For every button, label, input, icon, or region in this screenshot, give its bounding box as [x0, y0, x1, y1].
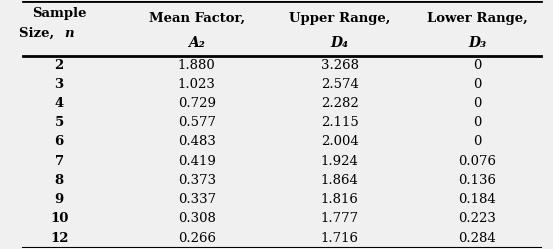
Text: 0.136: 0.136 [458, 174, 497, 187]
Text: 1.023: 1.023 [178, 78, 216, 91]
Text: 0.419: 0.419 [178, 155, 216, 168]
Text: 1.924: 1.924 [321, 155, 359, 168]
Text: 1.716: 1.716 [321, 232, 359, 245]
Text: A₂: A₂ [188, 36, 205, 50]
Text: 3: 3 [55, 78, 64, 91]
Text: 0: 0 [473, 116, 482, 129]
Text: 2.004: 2.004 [321, 135, 359, 148]
Text: 6: 6 [55, 135, 64, 148]
Text: Sample: Sample [32, 7, 86, 20]
Text: 4: 4 [55, 97, 64, 110]
Text: 2: 2 [55, 59, 64, 72]
Text: 0.729: 0.729 [178, 97, 216, 110]
Text: 0.223: 0.223 [458, 212, 496, 225]
Text: n: n [65, 27, 74, 40]
Text: Mean Factor,: Mean Factor, [149, 12, 245, 25]
Text: 10: 10 [50, 212, 69, 225]
Text: 3.268: 3.268 [321, 59, 359, 72]
Text: 0.284: 0.284 [458, 232, 496, 245]
Text: 0: 0 [473, 135, 482, 148]
Text: 0.483: 0.483 [178, 135, 216, 148]
Text: 12: 12 [50, 232, 69, 245]
Text: 0.266: 0.266 [178, 232, 216, 245]
Text: 2.574: 2.574 [321, 78, 359, 91]
Text: 0.337: 0.337 [178, 193, 216, 206]
Text: 0: 0 [473, 78, 482, 91]
Text: 0.308: 0.308 [178, 212, 216, 225]
Text: 1.880: 1.880 [178, 59, 216, 72]
Text: 7: 7 [55, 155, 64, 168]
Text: 1.816: 1.816 [321, 193, 359, 206]
Text: Size,: Size, [19, 27, 59, 40]
Text: 0.184: 0.184 [458, 193, 496, 206]
Text: 2.115: 2.115 [321, 116, 359, 129]
Text: 9: 9 [55, 193, 64, 206]
Text: 0.577: 0.577 [178, 116, 216, 129]
Text: 0.373: 0.373 [178, 174, 216, 187]
Text: Lower Range,: Lower Range, [427, 12, 528, 25]
Text: 8: 8 [55, 174, 64, 187]
Text: 2.282: 2.282 [321, 97, 359, 110]
Text: D₃: D₃ [468, 36, 487, 50]
Text: 1.864: 1.864 [321, 174, 359, 187]
Text: 1.777: 1.777 [321, 212, 359, 225]
Text: 0: 0 [473, 97, 482, 110]
Text: D₄: D₄ [331, 36, 349, 50]
Text: 0: 0 [473, 59, 482, 72]
Text: 0.076: 0.076 [458, 155, 497, 168]
Text: 5: 5 [55, 116, 64, 129]
Text: Upper Range,: Upper Range, [289, 12, 390, 25]
